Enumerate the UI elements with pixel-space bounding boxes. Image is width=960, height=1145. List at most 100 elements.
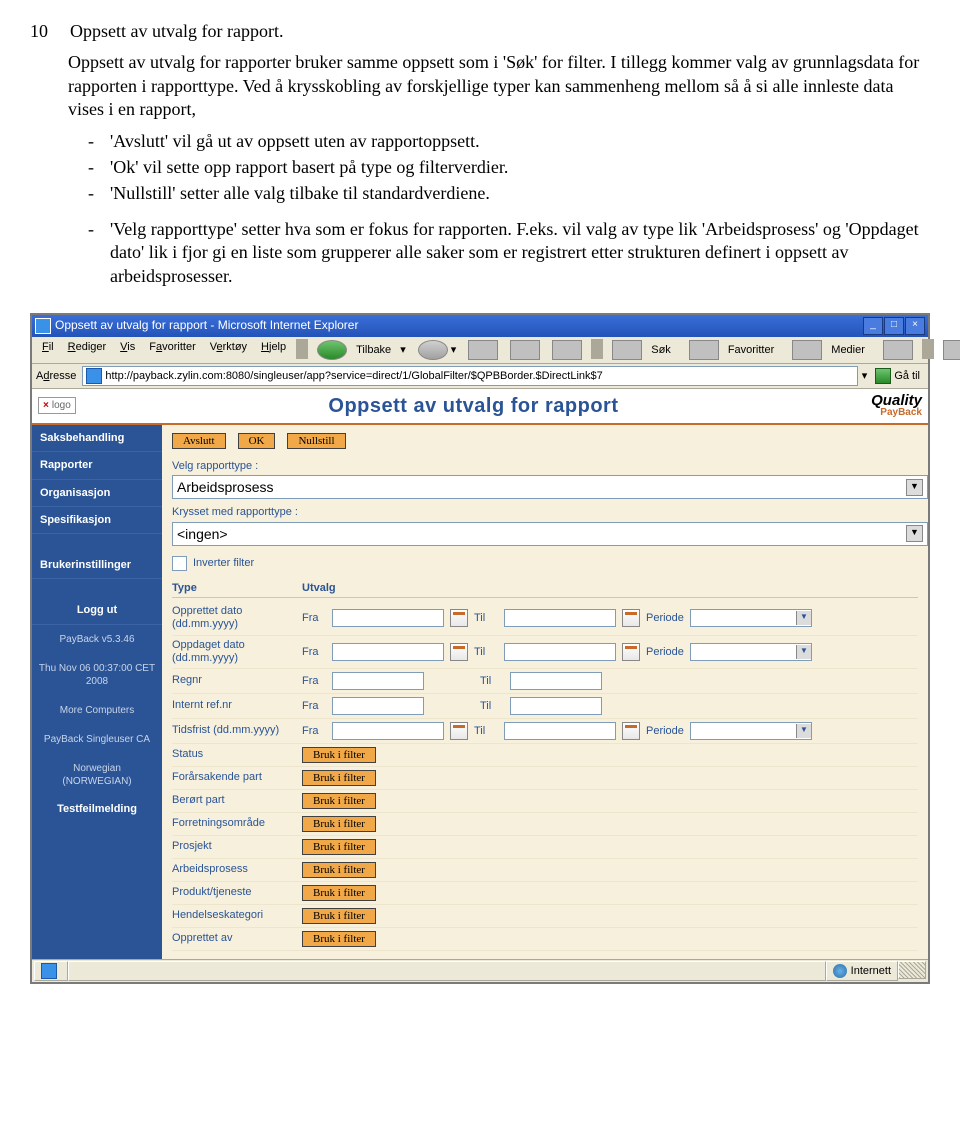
dropdown-icon: ▼ <box>906 479 923 496</box>
calendar-icon[interactable] <box>622 609 640 627</box>
row-prosjekt: ProsjektBruk i filter <box>172 836 918 859</box>
logo-placeholder: ×logo <box>38 397 76 414</box>
input-til[interactable] <box>504 722 616 740</box>
bruk-button[interactable]: Bruk i filter <box>302 931 376 947</box>
input-fra[interactable] <box>332 722 444 740</box>
calendar-icon[interactable] <box>622 643 640 661</box>
bruk-button[interactable]: Bruk i filter <box>302 747 376 763</box>
search-icon <box>612 340 642 360</box>
bullet: 'Velg rapporttype' setter hva som er fok… <box>68 218 930 288</box>
menu-fil[interactable]: Fil <box>36 339 60 361</box>
sidebar-locale: Norwegian (NORWEGIAN) <box>32 754 162 796</box>
label-til: Til <box>480 699 504 713</box>
input-til[interactable] <box>510 697 602 715</box>
input-til[interactable] <box>504 643 616 661</box>
sidebar-item-spesifikasjon[interactable]: Spesifikasjon <box>32 507 162 534</box>
row-label: Internt ref.nr <box>172 699 302 712</box>
select-krysset[interactable]: <ingen>▼ <box>172 522 928 546</box>
calendar-icon[interactable] <box>450 643 468 661</box>
bullet: 'Ok' vil sette opp rapport basert på typ… <box>68 156 930 179</box>
forward-button[interactable]: ▾ <box>413 339 462 361</box>
maximize-button[interactable]: □ <box>884 317 904 335</box>
row-label: Forretningsområde <box>172 817 302 830</box>
select-rapporttype[interactable]: Arbeidsprosess▼ <box>172 475 928 499</box>
sidebar-testfeilmelding[interactable]: Testfeilmelding <box>32 796 162 822</box>
row-status: StatusBruk i filter <box>172 744 918 767</box>
input-fra[interactable] <box>332 697 424 715</box>
checkbox-inverter[interactable] <box>172 556 187 571</box>
url-dropdown[interactable]: ▾ <box>862 369 868 383</box>
separator <box>591 339 603 359</box>
label-rapporttype: Velg rapporttype : <box>172 459 918 473</box>
calendar-icon[interactable] <box>450 722 468 740</box>
sidebar-item-brukerinstillinger[interactable]: Brukerinstillinger <box>32 552 162 579</box>
select-periode[interactable]: ▼ <box>690 722 812 740</box>
bruk-button[interactable]: Bruk i filter <box>302 793 376 809</box>
home-button[interactable] <box>547 339 587 361</box>
nullstill-button[interactable]: Nullstill <box>287 433 345 449</box>
menu-vis[interactable]: Vis <box>114 339 141 361</box>
col-utvalg: Utvalg <box>302 581 918 595</box>
row-label: Opprettet av <box>172 932 302 945</box>
minimize-button[interactable]: _ <box>863 317 883 335</box>
bruk-button[interactable]: Bruk i filter <box>302 862 376 878</box>
input-fra[interactable] <box>332 643 444 661</box>
avslutt-button[interactable]: Avslutt <box>172 433 226 449</box>
mail-icon <box>943 340 960 360</box>
menu-verktoy[interactable]: Verktøy <box>204 339 253 361</box>
doc-bullets-1: 'Avslutt' vil gå ut av oppsett uten av r… <box>68 130 930 206</box>
page-number: 10 <box>30 20 48 43</box>
sidebar-item-organisasjon[interactable]: Organisasjon <box>32 480 162 507</box>
row-label: Status <box>172 748 302 761</box>
stop-icon <box>468 340 498 360</box>
ok-button[interactable]: OK <box>238 433 276 449</box>
sidebar-item-saksbehandling[interactable]: Saksbehandling <box>32 425 162 452</box>
select-periode[interactable]: ▼ <box>690 609 812 627</box>
bruk-button[interactable]: Bruk i filter <box>302 839 376 855</box>
select-periode[interactable]: ▼ <box>690 643 812 661</box>
back-button[interactable]: Tilbake ▾ <box>312 339 411 361</box>
resize-grip[interactable] <box>898 961 926 979</box>
menu-hjelp[interactable]: Hjelp <box>255 339 292 361</box>
close-button[interactable]: × <box>905 317 925 335</box>
input-til[interactable] <box>510 672 602 690</box>
row-label: Produkt/tjeneste <box>172 886 302 899</box>
row-label: Forårsakende part <box>172 771 302 784</box>
row-internt-ref: Internt ref.nr Fra Til <box>172 694 918 719</box>
status-zone: Internett <box>826 961 898 981</box>
bruk-button[interactable]: Bruk i filter <box>302 908 376 924</box>
mail-button[interactable]: ▾ <box>938 339 960 361</box>
search-button[interactable]: Søk <box>607 339 682 361</box>
status-left <box>34 961 68 981</box>
input-fra[interactable] <box>332 672 424 690</box>
menubar: Fil Rediger Vis Favoritter Verktøy Hjelp… <box>32 337 928 364</box>
input-fra[interactable] <box>332 609 444 627</box>
refresh-button[interactable] <box>505 339 545 361</box>
row-label: Hendelseskategori <box>172 909 302 922</box>
row-forretningsomrade: ForretningsområdeBruk i filter <box>172 813 918 836</box>
input-til[interactable] <box>504 609 616 627</box>
sidebar-item-loggut[interactable]: Logg ut <box>32 597 162 624</box>
bruk-button[interactable]: Bruk i filter <box>302 885 376 901</box>
menu-rediger[interactable]: Rediger <box>62 339 113 361</box>
stop-button[interactable] <box>463 339 503 361</box>
media-button[interactable]: Medier <box>787 339 876 361</box>
calendar-icon[interactable] <box>622 722 640 740</box>
bruk-button[interactable]: Bruk i filter <box>302 816 376 832</box>
status-fill <box>68 961 826 981</box>
history-button[interactable] <box>878 339 918 361</box>
favorites-button[interactable]: Favoritter <box>684 339 785 361</box>
statusbar: Internett <box>32 959 928 982</box>
calendar-icon[interactable] <box>450 609 468 627</box>
sidebar-item-rapporter[interactable]: Rapporter <box>32 452 162 479</box>
row-label: Oppdaget dato (dd.mm.yyyy) <box>172 639 302 665</box>
separator <box>296 339 308 359</box>
bruk-button[interactable]: Bruk i filter <box>302 770 376 786</box>
address-label: Adresse <box>36 369 78 383</box>
url-input[interactable]: http://payback.zylin.com:8080/singleuser… <box>82 366 857 386</box>
go-button[interactable]: Gå til <box>871 367 924 385</box>
doc-title: Oppsett av utvalg for rapport. <box>70 20 283 43</box>
label-fra: Fra <box>302 724 326 738</box>
menu-favoritter[interactable]: Favoritter <box>143 339 201 361</box>
sidebar-timestamp: Thu Nov 06 00:37:00 CET 2008 <box>32 654 162 696</box>
